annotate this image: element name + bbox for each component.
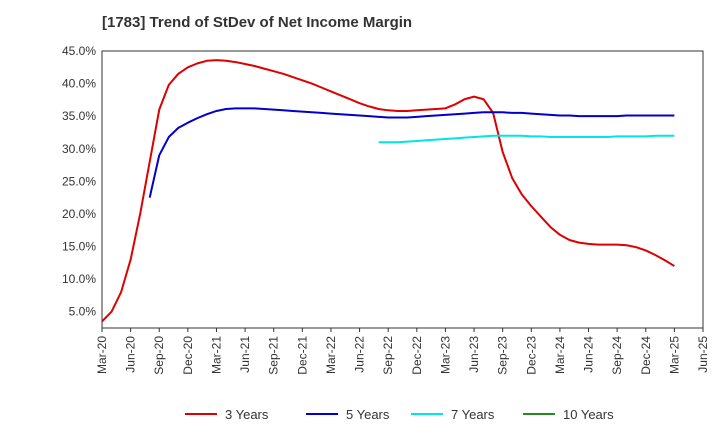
legend-label: 7 Years <box>451 407 495 422</box>
x-tick-label: Dec-22 <box>410 336 424 375</box>
series-line-3-years <box>101 59 675 323</box>
x-tick-label: Jun-24 <box>582 336 596 373</box>
legend-label: 10 Years <box>563 407 614 422</box>
x-tick-label: Dec-21 <box>295 336 309 375</box>
legend-label: 3 Years <box>225 407 269 422</box>
x-tick-label: Dec-23 <box>524 336 538 375</box>
series-layer <box>101 59 675 323</box>
x-tick-label: Jun-25 <box>696 336 710 373</box>
x-tick-label: Mar-25 <box>667 336 681 374</box>
y-tick-label: 20.0% <box>62 207 96 221</box>
y-tick-label: 15.0% <box>62 240 96 254</box>
y-tick-label: 40.0% <box>62 77 96 91</box>
plot-area <box>101 50 704 329</box>
y-tick-label: 25.0% <box>62 174 96 188</box>
x-tick-label: Mar-24 <box>553 336 567 374</box>
x-tick-label: Jun-21 <box>238 336 252 373</box>
x-tick-label: Mar-20 <box>95 336 109 374</box>
x-tick-label: Mar-21 <box>209 336 223 374</box>
x-tick-label: Jun-23 <box>467 336 481 373</box>
y-tick-label: 10.0% <box>62 272 96 286</box>
x-tick-label: Mar-23 <box>438 336 452 374</box>
y-tick-label: 45.0% <box>62 44 96 58</box>
x-tick-label: Sep-24 <box>610 336 624 375</box>
y-tick-label: 35.0% <box>62 109 96 123</box>
x-tick-label: Sep-20 <box>152 336 166 375</box>
x-tick-label: Sep-23 <box>496 336 510 375</box>
x-tick-label: Dec-24 <box>639 336 653 375</box>
x-tick-label: Jun-22 <box>353 336 367 373</box>
x-tick-label: Jun-20 <box>124 336 138 373</box>
series-line-5-years <box>148 107 675 198</box>
y-tick-label: 30.0% <box>62 142 96 156</box>
chart-title: [1783] Trend of StDev of Net Income Marg… <box>102 14 413 31</box>
x-tick-label: Dec-20 <box>181 336 195 375</box>
series-line-7-years <box>378 134 675 144</box>
x-tick-label: Mar-22 <box>324 336 338 374</box>
y-tick-label: 5.0% <box>69 305 97 319</box>
legend-label: 5 Years <box>346 407 390 422</box>
x-tick-label: Sep-22 <box>381 336 395 375</box>
axis-layer: 5.0% 10.0% 15.0% 20.0% 25.0% 30.0% 35.0% 40.0% 4… <box>62 44 710 375</box>
legend: 3 Years 5 Years 7 Years 10 Years <box>185 407 614 422</box>
x-tick-label: Sep-21 <box>267 336 281 375</box>
